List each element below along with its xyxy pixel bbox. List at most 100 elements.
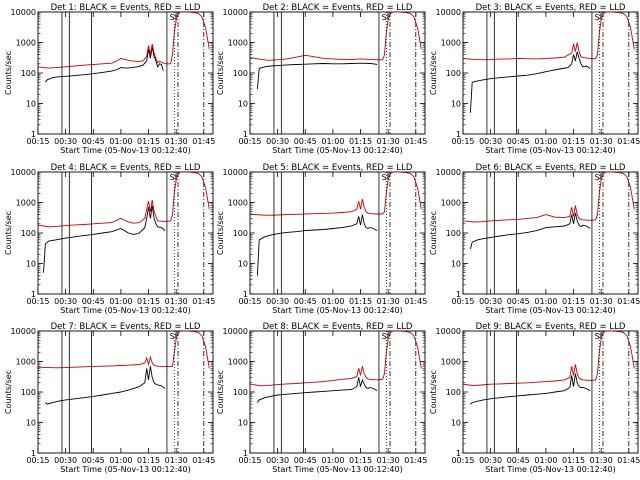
x-tick-label: 00:30 <box>54 137 77 146</box>
x-tick-label: 00:30 <box>54 297 77 306</box>
y-tick-label: 10000 <box>11 168 36 177</box>
y-tick-label: 10 <box>238 260 248 269</box>
lld-series-line <box>250 172 422 216</box>
events-series-line <box>45 47 164 83</box>
y-axis-label: Counts/sec <box>4 370 13 414</box>
x-tick-label: 00:45 <box>294 137 317 146</box>
x-tick-label: 01:45 <box>617 297 640 306</box>
x-tick-label: 00:15 <box>238 456 261 465</box>
y-tick-label: 100 <box>233 229 248 238</box>
plot-frame <box>37 171 214 295</box>
chart-panel-5: Det 5: BLACK = Events, RED = LLD 1 10 100 10… <box>216 163 427 315</box>
x-tick-label: 00:15 <box>451 137 474 146</box>
x-tick-label: 00:30 <box>479 297 502 306</box>
y-tick-label: 10000 <box>436 8 461 17</box>
x-tick-label: 00:45 <box>82 456 105 465</box>
x-tick-label: 01:15 <box>349 297 372 306</box>
x-axis-label: Start Time (05-Nov-13 00:12:40) <box>60 306 190 315</box>
y-tick-label: 1000 <box>441 199 461 208</box>
y-tick-label: 1 <box>243 290 248 299</box>
y-tick-label: 1000 <box>16 358 36 367</box>
x-tick-label: 00:45 <box>507 137 530 146</box>
x-tick-label: 01:45 <box>404 456 427 465</box>
y-tick-label: 100 <box>446 229 461 238</box>
y-tick-label: 1000 <box>228 39 248 48</box>
x-tick-label: 01:45 <box>617 456 640 465</box>
y-tick-label: 1 <box>31 449 36 458</box>
y-tick-label: 10000 <box>11 8 36 17</box>
panel-title: Det 7: BLACK = Events, RED = LLD <box>51 322 201 332</box>
lld-series-line <box>463 172 635 223</box>
x-tick-label: 00:15 <box>238 137 261 146</box>
plot-frame <box>249 11 426 135</box>
y-tick-label: 10 <box>451 100 461 109</box>
x-tick-label: 00:30 <box>54 456 77 465</box>
marker-label: SI <box>595 13 602 22</box>
x-tick-label: 01:00 <box>321 456 344 465</box>
y-axis-label: Counts/sec <box>429 51 438 95</box>
y-tick-label: 1 <box>456 290 461 299</box>
panel-title: Det 9: BLACK = Events, RED = LLD <box>476 322 626 332</box>
y-tick-label: 10 <box>238 419 248 428</box>
events-series-line <box>256 214 378 276</box>
plot-frame <box>462 11 639 135</box>
y-tick-label: 10 <box>238 100 248 109</box>
y-tick-label: 100 <box>21 388 36 397</box>
x-tick-label: 01:00 <box>534 137 557 146</box>
lld-series-line <box>38 331 210 369</box>
y-tick-label: 1000 <box>228 358 248 367</box>
events-series-line <box>469 51 591 113</box>
x-tick-label: 01:45 <box>192 456 215 465</box>
y-tick-label: 10 <box>26 260 36 269</box>
x-tick-label: 01:30 <box>377 297 400 306</box>
plot-frame <box>249 330 426 454</box>
panel-title: Det 2: BLACK = Events, RED = LLD <box>263 3 413 13</box>
chart-panel-8: Det 8: BLACK = Events, RED = LLD 1 10 100 10… <box>216 322 427 474</box>
x-axis-label: Start Time (05-Nov-13 00:12:40) <box>272 146 402 155</box>
marker-label: SI <box>382 173 389 182</box>
y-tick-label: 1000 <box>16 39 36 48</box>
y-tick-label: 1 <box>456 130 461 139</box>
x-tick-label: 01:45 <box>404 137 427 146</box>
y-axis-label: Counts/sec <box>4 211 13 255</box>
x-tick-label: 01:30 <box>590 456 613 465</box>
x-tick-label: 00:15 <box>26 297 49 306</box>
y-axis-label: Counts/sec <box>429 370 438 414</box>
x-tick-label: 01:00 <box>109 137 132 146</box>
panel-title: Det 3: BLACK = Events, RED = LLD <box>476 3 626 13</box>
x-tick-label: 01:30 <box>377 137 400 146</box>
y-tick-label: 10000 <box>223 168 248 177</box>
chart-panel-1: Det 1: BLACK = Events, RED = LLD 1 10 100 10… <box>4 3 215 155</box>
events-series-line <box>43 205 166 273</box>
x-tick-label: 01:15 <box>137 297 160 306</box>
marker-label: SI <box>382 332 389 341</box>
y-tick-label: 10000 <box>436 168 461 177</box>
x-tick-label: 01:30 <box>377 456 400 465</box>
events-series-line <box>45 366 166 405</box>
marker-label: SI <box>170 173 177 182</box>
marker-label: SI <box>170 13 177 22</box>
y-tick-label: 10000 <box>436 327 461 336</box>
x-tick-label: 00:45 <box>82 297 105 306</box>
panel-title: Det 1: BLACK = Events, RED = LLD <box>51 3 201 13</box>
plot-frame <box>37 11 214 135</box>
x-tick-label: 00:15 <box>451 297 474 306</box>
y-tick-label: 10 <box>451 260 461 269</box>
x-tick-label: 00:30 <box>479 137 502 146</box>
y-tick-label: 1 <box>31 290 36 299</box>
plot-frame <box>249 171 426 295</box>
x-tick-label: 00:45 <box>294 456 317 465</box>
x-tick-label: 00:45 <box>507 456 530 465</box>
chart-panel-4: Det 4: BLACK = Events, RED = LLD 1 10 100 10… <box>4 163 215 315</box>
x-tick-label: 00:45 <box>294 297 317 306</box>
x-tick-label: 01:45 <box>192 297 215 306</box>
lld-series-line <box>250 12 422 61</box>
y-tick-label: 10 <box>26 100 36 109</box>
y-tick-label: 10000 <box>223 8 248 17</box>
x-tick-label: 00:45 <box>507 297 530 306</box>
x-axis-label: Start Time (05-Nov-13 00:12:40) <box>485 465 615 474</box>
y-tick-label: 1000 <box>441 358 461 367</box>
x-tick-label: 01:30 <box>590 297 613 306</box>
x-tick-label: 01:45 <box>404 297 427 306</box>
